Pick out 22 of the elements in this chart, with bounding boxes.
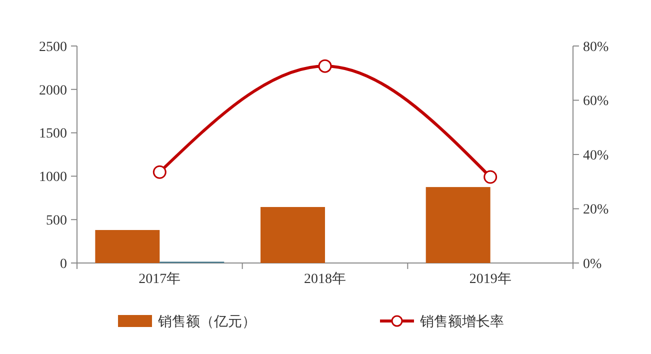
point (318, 59, 332, 73)
x-tick-label: 2018年 (304, 271, 346, 287)
y2-tick-label: 40% (583, 148, 609, 164)
y-tick-label: 1000 (39, 170, 67, 186)
x-tick-label: 2017年 (138, 271, 181, 287)
y-tick-label: 2500 (39, 40, 67, 55)
legend-label: 销售额增长率 (419, 314, 504, 330)
y2-tick-label: 0% (583, 256, 602, 272)
x-tick-label: 2019年 (469, 271, 512, 287)
point (152, 165, 166, 179)
point (484, 170, 498, 184)
y-tick-label: 1500 (39, 126, 67, 142)
legend-label: 销售额（亿元） (157, 314, 256, 330)
bar (95, 230, 160, 263)
y-tick-label: 500 (46, 214, 67, 228)
y-tick-label: 0 (60, 256, 67, 272)
bar (260, 207, 325, 263)
y2-tick-label: 80% (583, 40, 609, 55)
y-tick-label: 2000 (39, 83, 67, 98)
bar (426, 187, 490, 263)
y2-tick-label: 20% (583, 202, 609, 218)
y2-tick-label: 60% (583, 94, 609, 110)
